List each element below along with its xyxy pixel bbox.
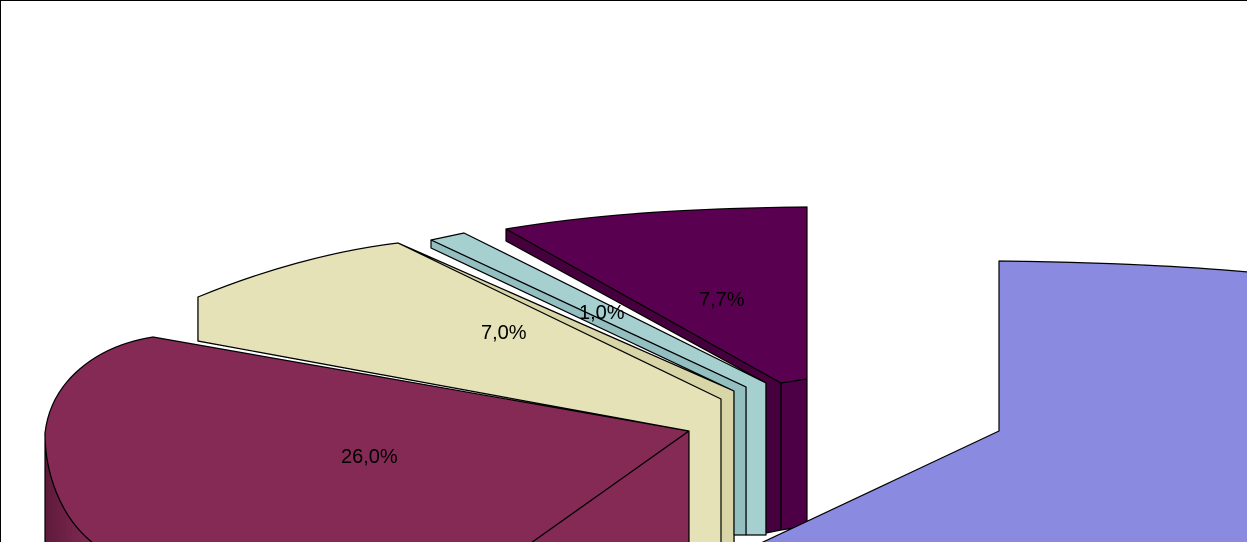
slice-cream-face xyxy=(397,242,735,542)
slice-cream-label: 7,0% xyxy=(481,322,527,344)
slice-wine-label: 26,0% xyxy=(341,446,398,468)
slice-teal-label: 1,0% xyxy=(579,302,625,324)
slice-teal-face xyxy=(430,239,747,536)
slice-purple xyxy=(505,206,808,534)
slice-blue xyxy=(761,260,1247,542)
slice-teal xyxy=(430,232,767,536)
slice-blue-top xyxy=(761,260,1247,542)
slice-purple-top xyxy=(505,206,808,384)
slice-cream xyxy=(197,242,735,542)
slice-cream-top xyxy=(197,242,735,542)
slice-purple-label: 7,7% xyxy=(699,289,745,311)
slice-purple-right xyxy=(780,378,808,531)
data-labels: 26,0% 7,0% 1,0% 7,7% xyxy=(341,289,745,468)
